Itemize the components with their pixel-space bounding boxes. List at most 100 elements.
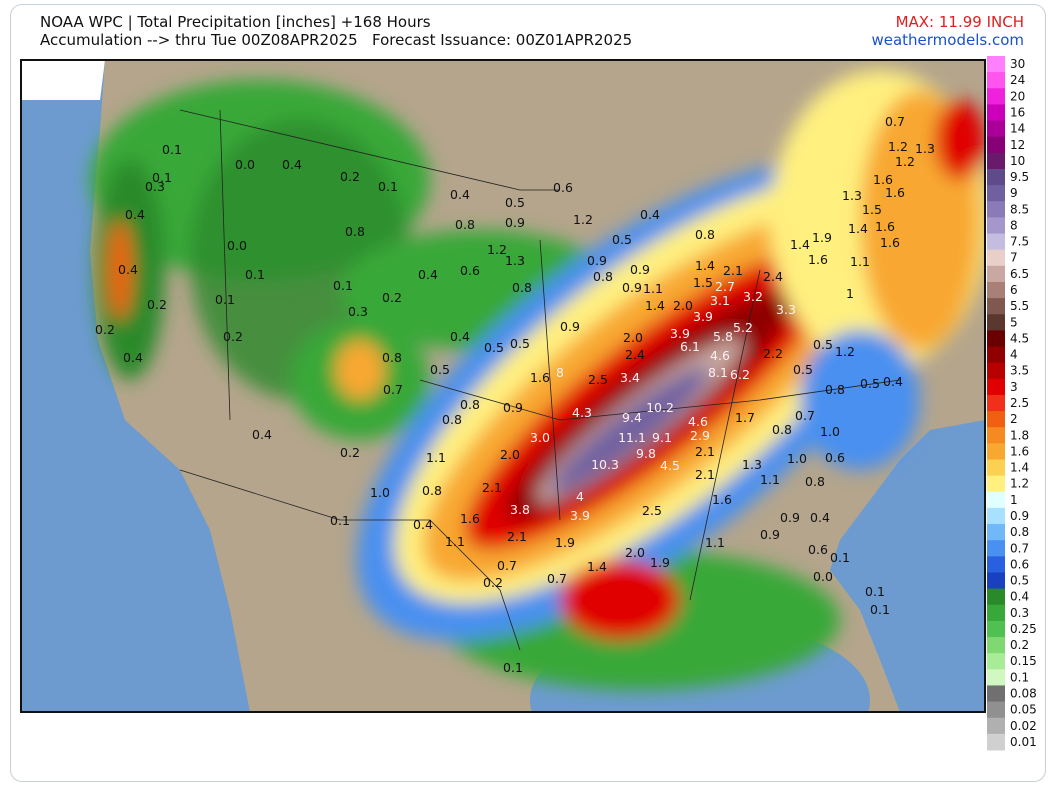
precip-label: 8 xyxy=(556,365,564,380)
precip-label: 0.5 xyxy=(484,340,504,355)
precip-label: 0.2 xyxy=(95,322,115,337)
precip-label: 1.5 xyxy=(862,202,882,217)
precip-label: 2.5 xyxy=(642,503,662,518)
precip-label: 1.1 xyxy=(850,254,870,269)
precip-label: 0.4 xyxy=(123,350,143,365)
legend-label: 8.5 xyxy=(1010,202,1029,216)
legend-swatch xyxy=(987,475,1005,493)
precip-label: 0.1 xyxy=(245,267,265,282)
precip-label: 2.4 xyxy=(763,269,783,284)
precip-label: 0.1 xyxy=(865,584,885,599)
legend-label: 1.6 xyxy=(1010,444,1029,458)
legend-swatch xyxy=(987,249,1005,267)
precip-label: 0.2 xyxy=(382,290,402,305)
legend-label: 12 xyxy=(1010,138,1025,152)
precip-label: 1 xyxy=(846,286,854,301)
precip-label: 0.9 xyxy=(560,319,580,334)
precip-label: 0.8 xyxy=(382,350,402,365)
precip-label: 0.1 xyxy=(503,660,523,675)
legend-label: 0.02 xyxy=(1010,719,1037,733)
precip xyxy=(90,70,985,690)
precip-label: 0.6 xyxy=(460,263,480,278)
precip-label: 2.1 xyxy=(507,529,527,544)
precip-label: 0.4 xyxy=(450,187,470,202)
precip-label: 1.3 xyxy=(742,457,762,472)
precip-label: 0.4 xyxy=(883,374,903,389)
precip-label: 2.2 xyxy=(763,346,783,361)
legend-label: 4.5 xyxy=(1010,331,1029,345)
legend-label: 4 xyxy=(1010,348,1018,362)
precip-label: 0.2 xyxy=(340,169,360,184)
precip-label: 0.9 xyxy=(630,262,650,277)
precip-label: 1.2 xyxy=(835,344,855,359)
precip-label: 0.1 xyxy=(330,513,350,528)
legend-label: 5 xyxy=(1010,315,1018,329)
precip-label: 0.9 xyxy=(622,280,642,295)
precip-label: 0.8 xyxy=(805,474,825,489)
precip-label: 0.9 xyxy=(587,253,607,268)
legend-label: 6.5 xyxy=(1010,267,1029,281)
precip-label: 2.7 xyxy=(715,279,735,294)
legend-label: 0.9 xyxy=(1010,509,1029,523)
precip-label: 2.0 xyxy=(625,545,645,560)
precip-label: 0.8 xyxy=(460,397,480,412)
precip-label: 1.3 xyxy=(505,253,525,268)
precip-label: 1.6 xyxy=(460,511,480,526)
legend-swatch xyxy=(987,152,1005,170)
precip-label: 0.0 xyxy=(235,157,255,172)
legend-label: 0.08 xyxy=(1010,687,1037,701)
legend-label: 0.6 xyxy=(1010,557,1029,571)
precip-label: 0.7 xyxy=(497,558,517,573)
legend-swatch xyxy=(987,733,1005,751)
precip-label: 0.0 xyxy=(227,238,247,253)
precip-label: 0.1 xyxy=(152,170,172,185)
precip-label: 0.8 xyxy=(512,280,532,295)
legend-label: 20 xyxy=(1010,89,1025,103)
precip-label: 1.2 xyxy=(895,154,915,169)
max-value: MAX: 11.99 INCH xyxy=(895,13,1024,31)
legend-label: 0.15 xyxy=(1010,654,1037,668)
borders xyxy=(179,109,901,651)
legend-label: 0.3 xyxy=(1010,606,1029,620)
legend-swatch xyxy=(987,443,1005,460)
precip-label: 3.9 xyxy=(693,309,713,324)
legend-swatch xyxy=(987,56,1005,73)
legend-swatch xyxy=(987,346,1005,364)
precip-label: 0.8 xyxy=(442,412,462,427)
precip-label: 3.2 xyxy=(743,289,763,304)
precip-label: 1.3 xyxy=(915,141,935,156)
precip-label: 2.1 xyxy=(695,467,715,482)
precip-label: 0.2 xyxy=(340,445,360,460)
precip-label: 1.2 xyxy=(487,242,507,257)
precip-label: 1.9 xyxy=(650,555,670,570)
precip-label: 5.2 xyxy=(733,320,753,335)
precip-label: 10.3 xyxy=(591,457,619,472)
precip-label: 0.5 xyxy=(612,232,632,247)
precip-label: 2.4 xyxy=(625,347,645,362)
legend-swatch xyxy=(987,491,1005,509)
legend-label: 0.5 xyxy=(1010,574,1029,588)
legend-label: 16 xyxy=(1010,105,1025,119)
legend-label: 1.8 xyxy=(1010,428,1029,442)
legend-label: 9 xyxy=(1010,186,1018,200)
legend-label: 2 xyxy=(1010,412,1018,426)
legend-swatch xyxy=(987,669,1005,686)
precip-label: 1.4 xyxy=(695,258,715,273)
precip-label: 3.9 xyxy=(670,326,690,341)
precip-label: 0.9 xyxy=(505,215,525,230)
precip-label: 0.1 xyxy=(333,278,353,293)
precip-label: 0.5 xyxy=(813,337,833,352)
precip-label: 0.1 xyxy=(378,179,398,194)
precip-label: 0.1 xyxy=(830,550,850,565)
legend-label: 0.01 xyxy=(1010,735,1037,749)
precip-label: 0.2 xyxy=(147,297,167,312)
precip-label: 0.1 xyxy=(870,602,890,617)
precip-label: 1.2 xyxy=(573,212,593,227)
precip-label: 1.0 xyxy=(370,485,390,500)
precip-label: 0.5 xyxy=(510,336,530,351)
precip-label: 0.8 xyxy=(772,422,792,437)
legend-swatch xyxy=(987,717,1005,735)
precip-label: 4.5 xyxy=(660,458,680,473)
legend-label: 3.5 xyxy=(1010,364,1029,378)
